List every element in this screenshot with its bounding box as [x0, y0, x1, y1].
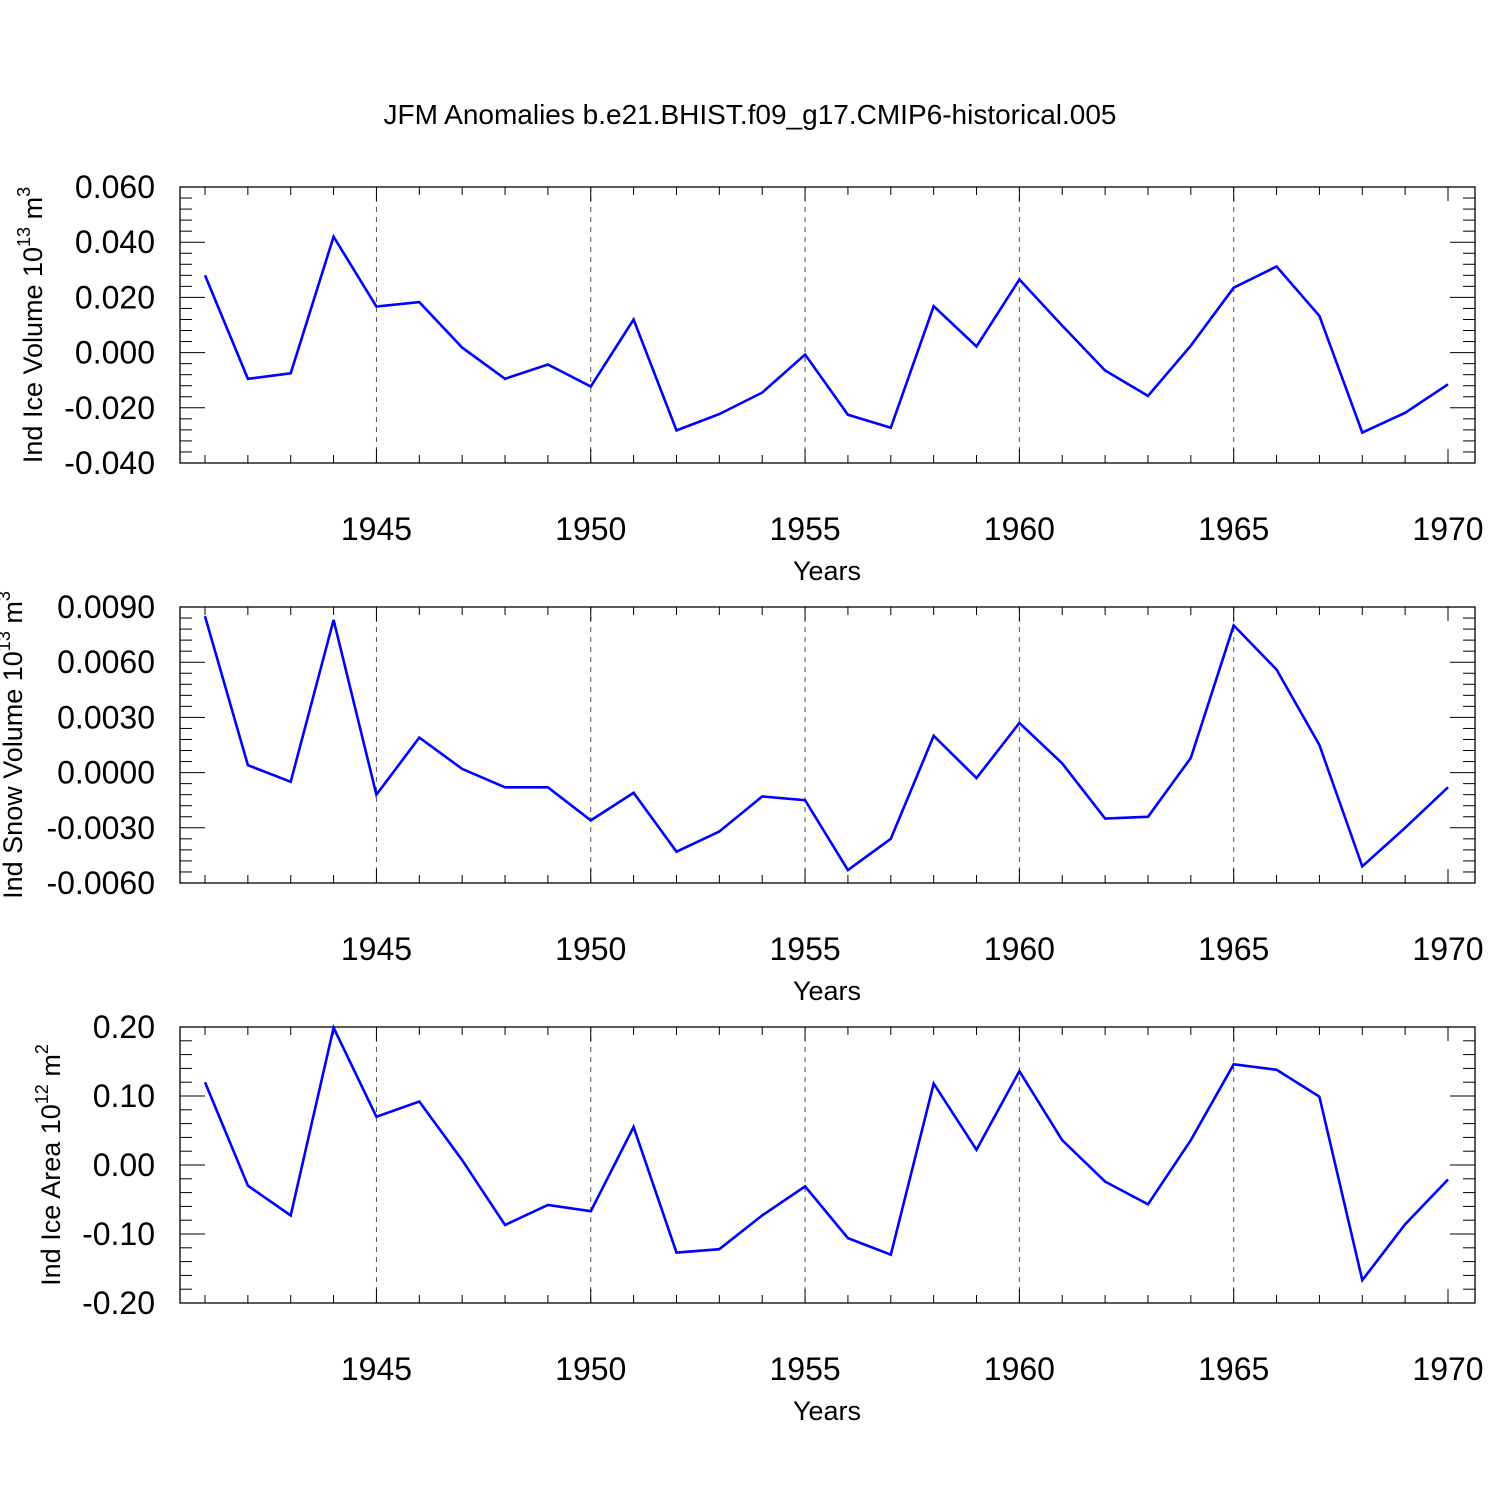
panel-snow-volume-ytick-label-5: 0.0090	[57, 589, 155, 625]
panel-snow-volume-ytick-label-3: 0.0030	[57, 699, 155, 735]
panel-ice-area-xtick-label-1960: 1960	[984, 1351, 1055, 1387]
panel-ice-volume-xtick-label-1960: 1960	[984, 511, 1055, 547]
panel-snow-volume: Ind Snow Volume 1013 m3 Years 1945 1950 19…	[0, 589, 1484, 1006]
panel-snow-volume-frame	[179, 606, 1476, 884]
panel-snow-volume-ytick-label-0: -0.0060	[46, 865, 155, 901]
panel-ice-volume-ytick-label-2: 0.000	[75, 335, 155, 371]
panel-snow-volume-xtick-label-1965: 1965	[1198, 931, 1269, 967]
panel-snow-volume-xtick-label-1950: 1950	[555, 931, 626, 967]
panel-ice-area-xtick-label-1965: 1965	[1198, 1351, 1269, 1387]
panel-ice-volume-xtick-label-1955: 1955	[769, 511, 840, 547]
panel-ice-volume-frame	[179, 186, 1476, 464]
panel-snow-volume-xlabel: Years	[793, 976, 861, 1006]
panel-ice-volume-xtick-label-1965: 1965	[1198, 511, 1269, 547]
panel-snow-volume-ytick-label-2: 0.0000	[57, 755, 155, 791]
panel-ice-volume-xtick-label-1945: 1945	[341, 511, 412, 547]
panel-ice-area-xtick-label-1945: 1945	[341, 1351, 412, 1387]
panel-ice-area-xlabel: Years	[793, 1396, 861, 1426]
panel-ice-volume-xlabel: Years	[793, 556, 861, 586]
panel-ice-area-frame	[179, 1026, 1476, 1304]
panel-snow-volume-xtick-label-1970: 1970	[1412, 931, 1483, 967]
panel-ice-volume-ytick-label-4: 0.040	[75, 224, 155, 260]
panel-ice-volume-ytick-label-3: 0.020	[75, 279, 155, 315]
panel-ice-area: Ind Ice Area 1012 m2 Years 1945 1950 1955 1…	[32, 1009, 1484, 1426]
panel-ice-volume-ylabel: Ind Ice Volume 1013 m3	[14, 187, 48, 463]
panel-ice-area-xtick-label-1955: 1955	[769, 1351, 840, 1387]
panel-ice-area-ytick-label-2: 0.00	[93, 1147, 155, 1183]
panel-snow-volume-xtick-label-1955: 1955	[769, 931, 840, 967]
panel-ice-area-xtick-label-1970: 1970	[1412, 1351, 1483, 1387]
panel-ice-area-ylabel: Ind Ice Area 1012 m2	[32, 1044, 66, 1286]
panel-ice-area-ytick-label-4: 0.20	[93, 1009, 155, 1045]
panel-ice-volume: Ind Ice Volume 1013 m3 Years 1945 1950 195…	[14, 169, 1484, 586]
panel-ice-area-ytick-label-1: -0.10	[82, 1216, 155, 1252]
figure-title: JFM Anomalies b.e21.BHIST.f09_g17.CMIP6-…	[383, 99, 1116, 130]
panel-snow-volume-series-line-0	[203, 615, 1449, 872]
panel-ice-volume-ytick-label-5: 0.060	[75, 169, 155, 205]
panel-ice-area-series-line-0	[203, 1023, 1449, 1284]
panel-ice-area-ytick-label-3: 0.10	[93, 1078, 155, 1114]
panel-snow-volume-xtick-label-1945: 1945	[341, 931, 412, 967]
panel-ice-area-xtick-label-1950: 1950	[555, 1351, 626, 1387]
panel-ice-area-ytick-label-0: -0.20	[82, 1285, 155, 1321]
panel-ice-volume-ytick-label-0: -0.040	[64, 445, 155, 481]
panel-ice-volume-series-line-0	[203, 233, 1449, 435]
panel-ice-volume-xtick-label-1950: 1950	[555, 511, 626, 547]
panel-snow-volume-xtick-label-1960: 1960	[984, 931, 1055, 967]
panel-ice-volume-ytick-label-1: -0.020	[64, 390, 155, 426]
panel-ice-volume-xtick-label-1970: 1970	[1412, 511, 1483, 547]
panel-snow-volume-ytick-label-1: -0.0030	[46, 810, 155, 846]
panel-snow-volume-ytick-label-4: 0.0060	[57, 644, 155, 680]
panel-snow-volume-ylabel: Ind Snow Volume 1013 m3	[0, 591, 28, 899]
